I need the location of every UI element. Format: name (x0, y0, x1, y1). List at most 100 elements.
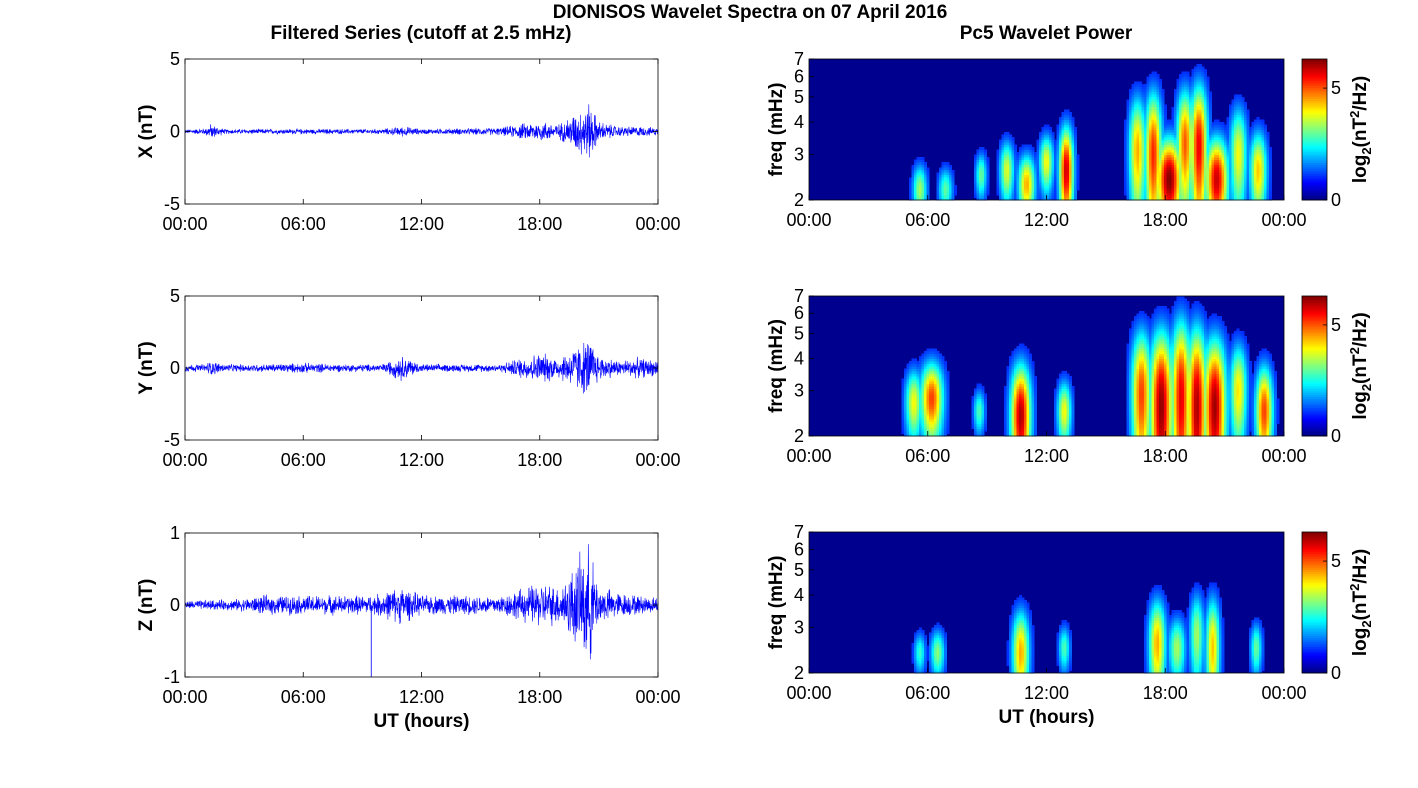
y-spectrum-cell (909, 408, 912, 412)
x-spectrum-cell (1189, 172, 1192, 176)
y-spectrum-cell (924, 413, 927, 417)
x-spectrum-cell (1216, 169, 1220, 173)
x-spectrum-cell (1006, 162, 1010, 166)
y-spectrum-cell (1241, 428, 1245, 432)
x-spectrum-cell (1126, 116, 1130, 120)
x-spectrum-cell (1006, 189, 1010, 193)
x-spectrum-cell (1154, 167, 1157, 171)
x-spectrum-cell (1151, 132, 1155, 135)
y-spectrum-cell (1151, 413, 1155, 417)
x-spectrum-cell (1201, 91, 1205, 95)
x-spectrum-cell (1141, 84, 1145, 88)
x-spectrum-cell (951, 177, 955, 181)
x-spectrum-cell (1241, 121, 1245, 125)
y-spectrum-cell (1159, 426, 1162, 429)
x-spectrum-cell (981, 182, 985, 186)
x-spectrum-cell (1026, 167, 1030, 171)
x-spectrum-cell (1209, 189, 1212, 193)
y-spectrum-cell (1159, 416, 1162, 419)
x-spectrum-cell (1164, 144, 1167, 148)
x-spectrum-cell (1251, 192, 1255, 196)
x-spectrum-cell (1174, 167, 1177, 171)
y-spectrum-cell (924, 411, 927, 414)
y-spectrum-cell (1196, 428, 1200, 432)
y-spectrum-cell (1064, 418, 1067, 422)
x-spectrum-cell (921, 187, 925, 191)
x-spectrum-cell (1229, 142, 1232, 146)
x-spectrum-cell (1056, 152, 1060, 156)
x-spectrum-cell (1189, 164, 1192, 168)
y-spectrum-cell (939, 411, 942, 414)
y-spectrum-cell (1239, 416, 1242, 419)
x-spectrum-cell (1201, 147, 1205, 151)
x-spectrum-cell (1184, 137, 1187, 140)
y-spectrum-cell (1146, 413, 1150, 417)
x-spectrum-cell (1241, 179, 1245, 183)
y-spectrum-cell (974, 421, 977, 424)
y-spectrum-cell (1211, 431, 1215, 434)
x-spectrum-cell (1219, 167, 1222, 171)
x-spectrum-cell (976, 159, 980, 163)
x-spectrum-cell (1001, 157, 1005, 161)
x-spectrum-cell (1256, 167, 1260, 171)
y-spectrum-cell (1021, 426, 1025, 429)
x-spectrum-cell (1039, 172, 1042, 176)
x-spectrum-cell (1184, 147, 1187, 151)
x-spectrum-cell (1136, 96, 1140, 100)
x-spectrum-cell (1186, 126, 1190, 130)
x-spectrum-cell (1124, 144, 1127, 148)
x-spectrum-cell (1236, 96, 1240, 100)
x-spectrum-cell (1124, 126, 1127, 130)
x-spectrum-cell (1239, 121, 1242, 125)
x-spectrum-cell (1186, 86, 1190, 90)
x-spectrum-cell (1209, 94, 1212, 98)
x-spectrum-cell (1124, 159, 1127, 163)
y-spectrum-cell (976, 413, 980, 417)
y-spectrum-cell (1261, 418, 1265, 422)
x-spectrum-cell (1146, 177, 1150, 181)
y-spectrum-cell (1069, 426, 1072, 429)
x-spectrum-cell (1191, 116, 1195, 120)
x-spectrum-cell (1039, 142, 1042, 146)
x-spectrum-cell (1154, 99, 1157, 103)
y-spectrum-cell (979, 423, 982, 427)
y-spectrum-cell (1179, 433, 1182, 437)
y-spectrum-cell (1184, 411, 1187, 414)
x-spectrum-cell (1251, 134, 1255, 138)
x-spectrum-cell (924, 179, 927, 183)
x-spectrum-cell (1256, 179, 1260, 183)
x-spectrum-cell (1041, 182, 1045, 186)
x-spectrum-cell (1174, 134, 1177, 138)
x-spectrum-cell (1249, 137, 1252, 140)
x-spectrum-cell (1151, 101, 1155, 105)
x-spectrum-cell (1176, 94, 1180, 98)
x-spectrum-cell (1154, 79, 1157, 83)
y-spectrum-cell (911, 423, 915, 427)
x-spectrum-cell (1181, 86, 1185, 90)
x-spectrum-cell (996, 162, 1000, 166)
x-spectrum-cell (919, 179, 922, 183)
x-spectrum-cell (1239, 164, 1242, 168)
x-spectrum-cell (1044, 167, 1047, 171)
x-spectrum-cell (1191, 144, 1195, 148)
y-spectrum-cell (1236, 423, 1240, 427)
x-spectrum-cell (1186, 96, 1190, 100)
y-spectrum-cell (1031, 416, 1035, 419)
y-spectrum-cell (1069, 408, 1072, 412)
x-spectrum-cell (1206, 154, 1210, 158)
x-spectrum-cell (1139, 116, 1142, 120)
x-spectrum-cell (921, 157, 925, 161)
x-spectrum-cell (1251, 157, 1255, 161)
y-spectrum-cell (1151, 411, 1155, 414)
x-spectrum-cell (1049, 134, 1052, 138)
x-spectrum-cell (1041, 157, 1045, 161)
y-spectrum-cell (909, 421, 912, 424)
x-spectrum-cell (1146, 162, 1150, 166)
x-spectrum-cell (1156, 116, 1160, 120)
x-spectrum-cell (1231, 159, 1235, 163)
x-spectrum-cell (1159, 121, 1162, 125)
y-spectrum-cell (1149, 408, 1152, 412)
y-spectrum-cell (1219, 413, 1222, 417)
x-spectrum-cell (1166, 162, 1170, 166)
x-spectrum-cell (1244, 187, 1247, 191)
